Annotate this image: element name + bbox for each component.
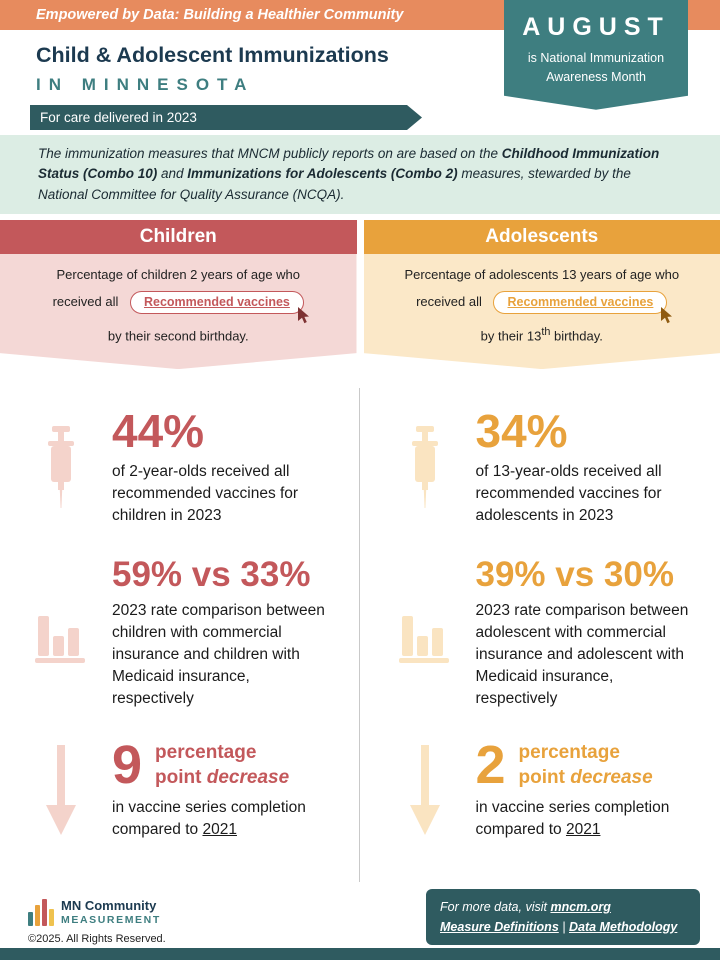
children-column: Children Percentage of children 2 years … [0, 219, 357, 842]
measure-definitions-link[interactable]: Measure Definitions [440, 920, 559, 934]
intro-measure-1: Childhood Immunization Status (Combo 10) [38, 146, 660, 182]
intro-text-3: measures, stewarded by the National Comm… [38, 166, 631, 202]
title-block: Child & Adolescent Immunizations IN MINN… [0, 30, 720, 95]
children-coverage-desc: of 2-year-olds received all recommended … [112, 463, 299, 525]
cta-line2: Measure Definitions | Data Methodology [440, 920, 678, 934]
down-arrow-icon [32, 744, 90, 837]
adolescents-banner-received: received all [416, 293, 482, 309]
cursor-icon [660, 307, 675, 327]
adolescents-trend-headline: 2 percentage point decrease [475, 735, 698, 796]
recommended-vaccines-label: Recommended vaccines [143, 294, 290, 309]
adolescents-comparison-value: 39% vs 30% [475, 555, 674, 595]
adolescents-header: Adolescents [363, 219, 720, 254]
badge-subtitle: is National Immunization Awareness Month [514, 49, 678, 88]
children-banner-line1: Percentage of children 2 years of age wh… [56, 266, 301, 282]
adolescents-coverage-desc: of 13-year-olds received all recommended… [475, 463, 662, 525]
children-stat-coverage: 44% of 2-year-olds received all recommen… [32, 407, 357, 527]
syringe-icon [396, 424, 454, 510]
august-ribbon-badge: AUGUST is National Immunization Awarenes… [504, 0, 688, 110]
adolescents-stats: 34% of 13-year-olds received all recomme… [364, 407, 720, 841]
bar-chart-icon [32, 602, 90, 666]
down-arrow-icon [396, 744, 454, 837]
recommended-vaccines-label: Recommended vaccines [507, 294, 654, 309]
intro-text-1: The immunization measures that MNCM publ… [38, 146, 502, 161]
cursor-icon [297, 307, 312, 327]
footer: MN Community MEASUREMENT ©2025. All Righ… [28, 889, 700, 945]
children-trend-label: percentage point decrease [155, 742, 290, 788]
badge-subtitle-line2: Awareness Month [546, 70, 646, 85]
logo-text: MN Community MEASUREMENT [61, 898, 161, 926]
adolescents-banner-line1: Percentage of adolescents 13 years of ag… [404, 266, 680, 282]
logo-line1: MN Community [61, 898, 157, 914]
recommended-vaccines-button[interactable]: Recommended vaccines [493, 291, 667, 314]
year-2021-link[interactable]: 2021 [202, 821, 237, 839]
adolescents-trend-value: 2 [475, 735, 506, 796]
children-stats: 44% of 2-year-olds received all recommen… [0, 407, 357, 841]
adolescents-banner-line2: received all Recommended vaccines [374, 291, 711, 314]
intro-measure-2: Immunizations for Adolescents (Combo 2) [187, 166, 458, 182]
bar-chart-icon [396, 602, 454, 666]
column-divider [359, 388, 360, 882]
recommended-vaccines-button[interactable]: Recommended vaccines [130, 291, 304, 314]
care-delivered-banner: For care delivered in 2023 [30, 105, 422, 130]
tagline: Empowered by Data: Building a Healthier … [36, 7, 404, 23]
mncm-logo: MN Community MEASUREMENT [28, 898, 166, 926]
children-banner-line2: received all Recommended vaccines [10, 291, 347, 314]
footer-left: MN Community MEASUREMENT ©2025. All Righ… [28, 898, 166, 945]
children-trend-headline: 9 percentage point decrease [112, 735, 334, 796]
children-banner-line3: by their second birthday. [107, 328, 249, 344]
intro-text-2: and [157, 166, 188, 182]
children-stat-comparison: 59% vs 33% 2023 rate comparison between … [32, 557, 357, 710]
adolescents-trend-desc: in vaccine series completion compared to… [475, 799, 670, 839]
children-banner: Percentage of children 2 years of age wh… [0, 254, 357, 369]
logo-line2: MEASUREMENT [61, 914, 161, 926]
badge-subtitle-line1: is National Immunization [527, 51, 665, 65]
children-comparison-value: 59% vs 33% [112, 555, 311, 595]
data-methodology-link[interactable]: Data Methodology [568, 920, 678, 934]
children-comparison-desc: 2023 rate comparison between children wi… [112, 602, 325, 708]
comparison-columns: Children Percentage of children 2 years … [0, 219, 720, 842]
adolescents-banner: Percentage of adolescents 13 years of ag… [364, 254, 720, 369]
adolescents-stat-trend: 2 percentage point decrease in vaccine s… [396, 735, 720, 841]
copyright: ©2025. All Rights Reserved. [28, 933, 166, 945]
children-banner-received: received all [52, 293, 119, 309]
mncm-org-link[interactable]: mncm.org [550, 900, 611, 914]
cta-line1: For more data, visit mncm.org [440, 900, 611, 914]
children-trend-value: 9 [112, 735, 143, 796]
adolescents-stat-coverage: 34% of 13-year-olds received all recomme… [396, 407, 720, 527]
year-2021-link[interactable]: 2021 [565, 821, 601, 839]
logo-bars-icon [28, 899, 54, 926]
bottom-teal-bar [0, 948, 720, 960]
adolescents-banner-line3: by their 13th birthday. [480, 325, 603, 344]
adolescents-trend-label: percentage point decrease [518, 742, 653, 788]
page-title: Child & Adolescent Immunizations [36, 43, 389, 67]
children-header: Children [0, 219, 357, 254]
page-subtitle: IN MINNESOTA [36, 75, 255, 94]
children-trend-desc: in vaccine series completion compared to… [112, 799, 306, 839]
adolescents-comparison-desc: 2023 rate comparison between adolescent … [475, 602, 689, 708]
more-data-box: For more data, visit mncm.org Measure De… [426, 889, 700, 945]
intro-note: The immunization measures that MNCM publ… [0, 135, 720, 214]
syringe-icon [32, 424, 90, 510]
children-coverage-value: 44% [112, 405, 205, 458]
adolescents-stat-comparison: 39% vs 30% 2023 rate comparison between … [396, 557, 720, 710]
adolescents-coverage-value: 34% [475, 405, 568, 458]
children-stat-trend: 9 percentage point decrease in vaccine s… [32, 735, 357, 841]
adolescents-column: Adolescents Percentage of adolescents 13… [363, 219, 720, 842]
badge-month: AUGUST [522, 13, 670, 41]
